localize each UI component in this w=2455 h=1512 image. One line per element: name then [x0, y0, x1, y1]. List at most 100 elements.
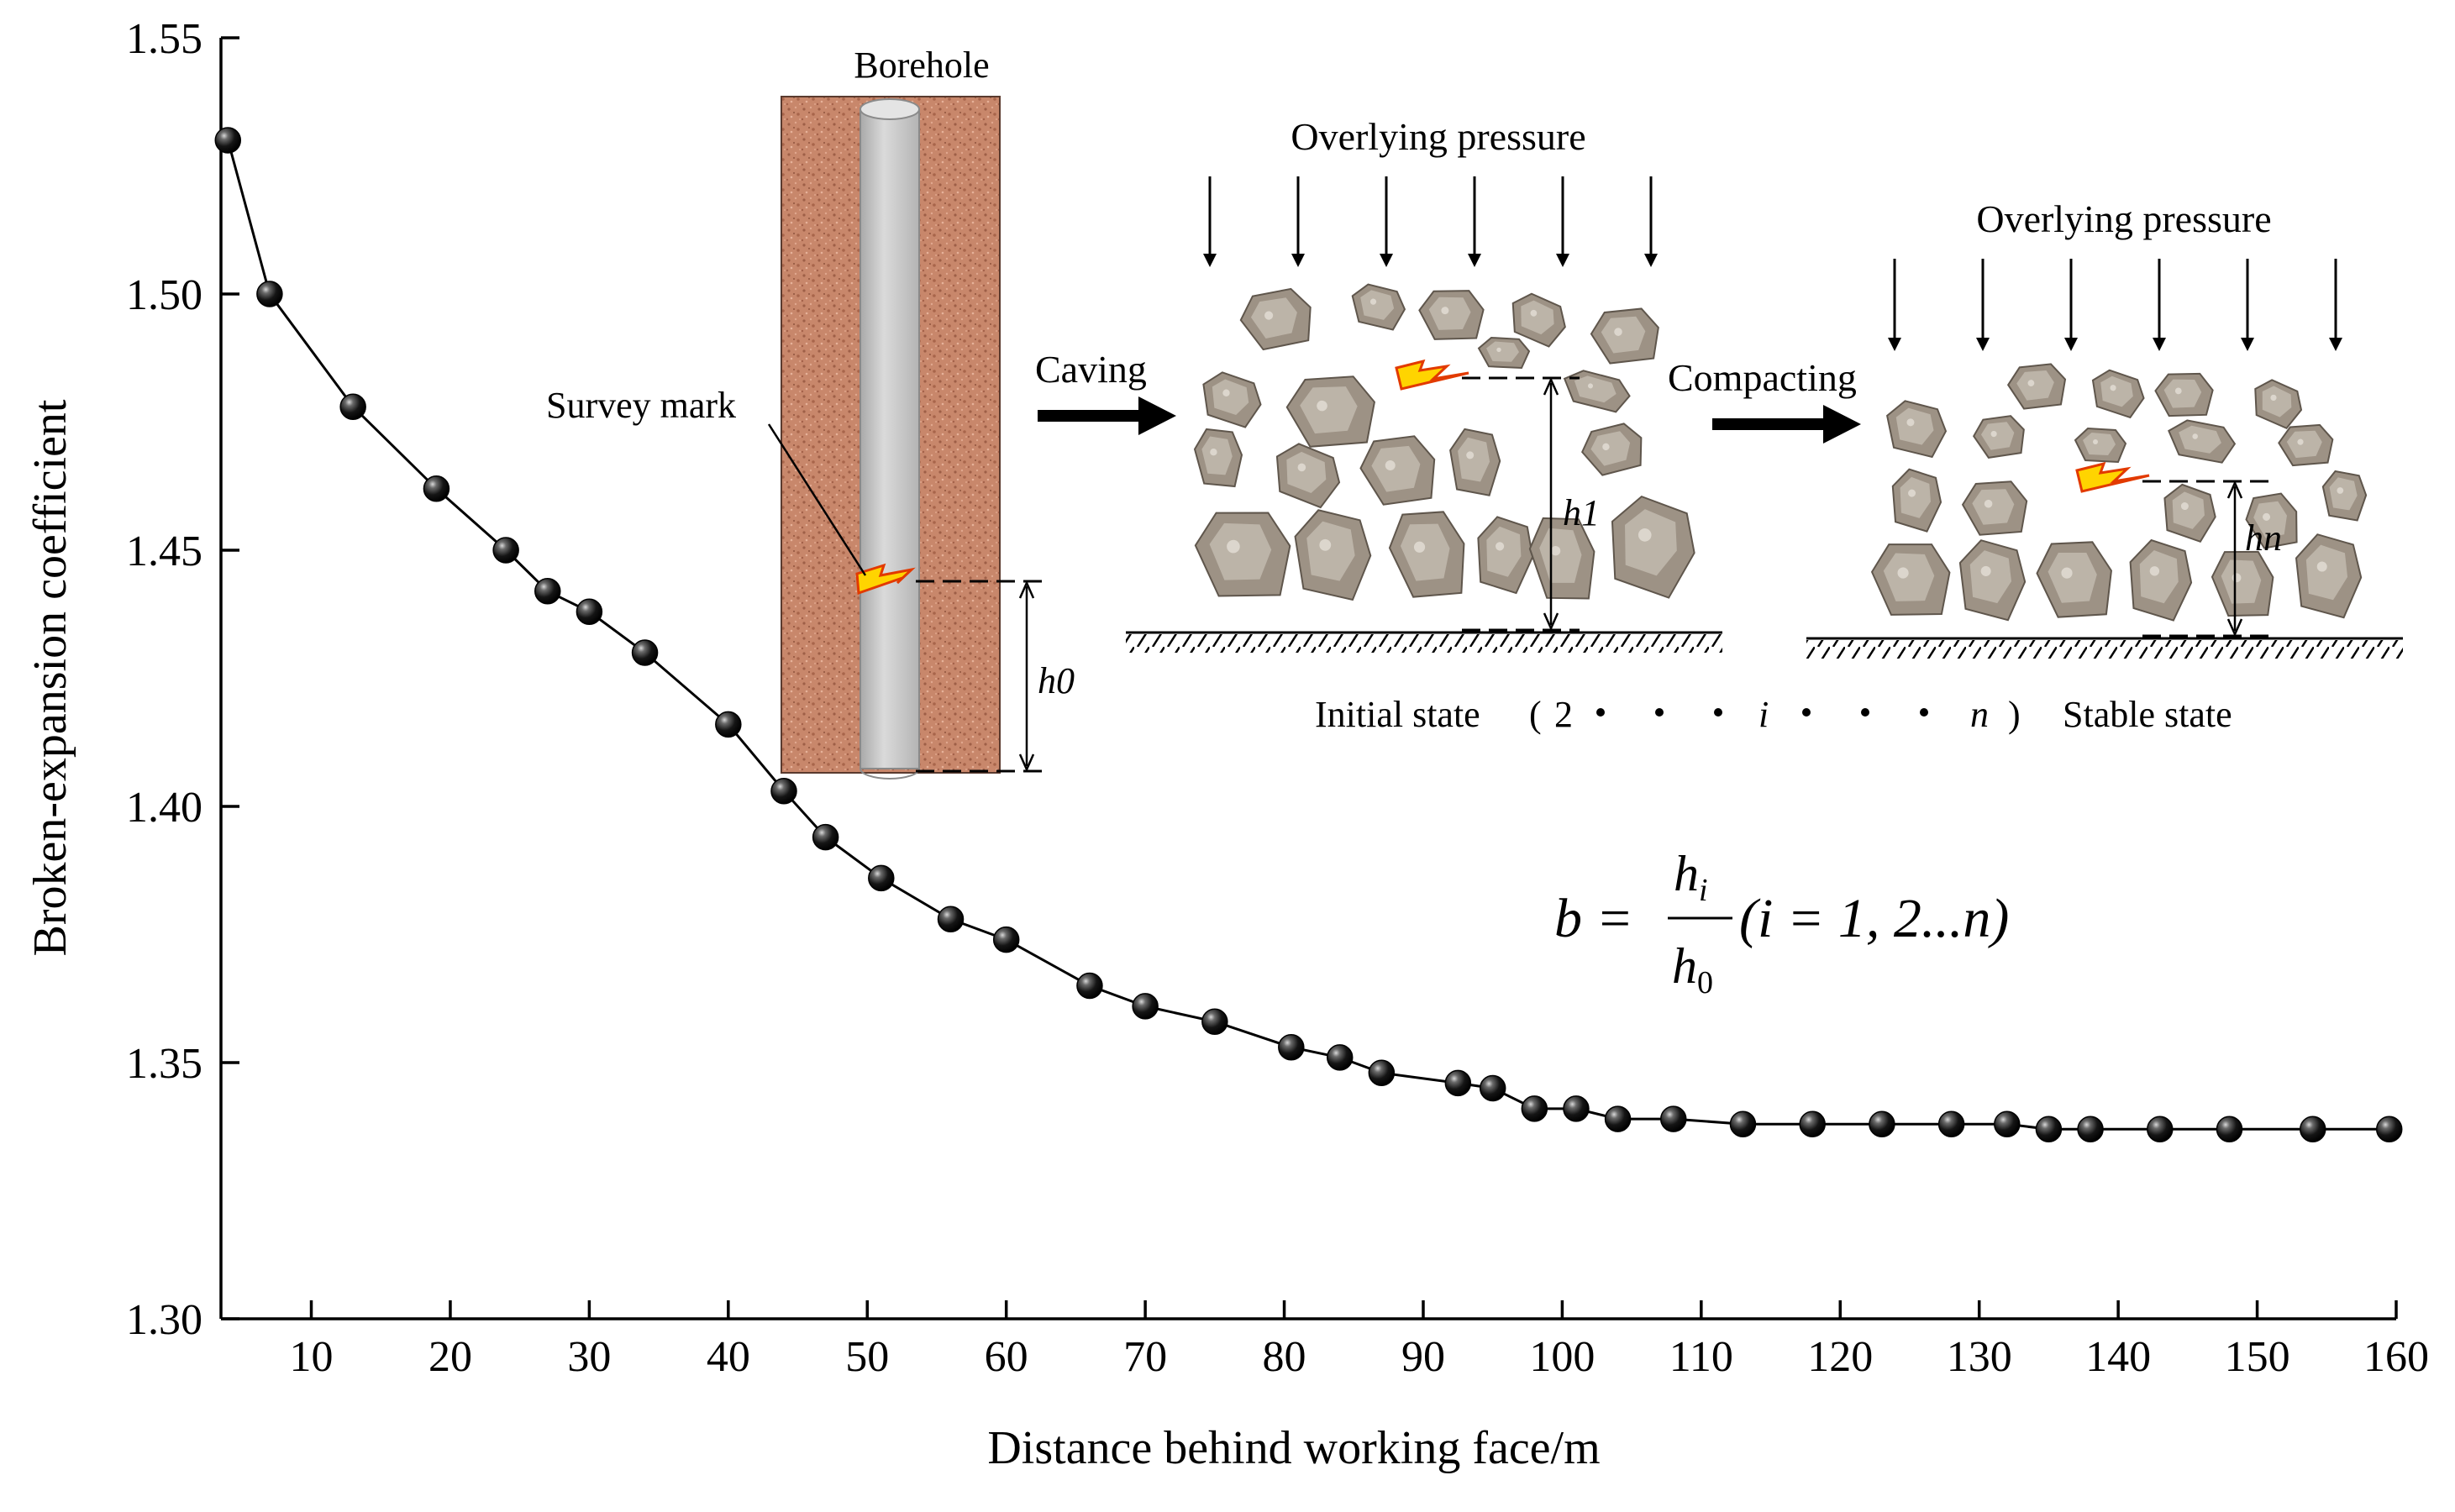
pressure-arrow-head	[1976, 338, 1990, 351]
rock-block	[1870, 543, 1951, 616]
pressure-arrow-head	[1644, 254, 1658, 267]
rock-block	[2006, 363, 2067, 410]
data-point	[1869, 1110, 1895, 1137]
ground-hatch-2	[1806, 640, 2403, 659]
rock-block	[1563, 370, 1631, 413]
rock-block	[2254, 379, 2303, 429]
data-point	[1132, 993, 1159, 1020]
data-point	[1278, 1033, 1305, 1061]
pressure-arrow-head	[1468, 254, 1481, 267]
data-point	[1521, 1095, 1548, 1122]
data-point	[1799, 1110, 1826, 1137]
data-point	[2147, 1116, 2174, 1143]
data-point	[1076, 972, 1103, 1000]
pressure-arrow-head	[2153, 338, 2166, 351]
rock-block	[2278, 423, 2334, 467]
series-layer	[214, 127, 2403, 1143]
rock-block	[1202, 371, 1262, 428]
x-tick-label: 110	[1669, 1333, 1733, 1381]
pressure-arrow-head	[1291, 254, 1305, 267]
rock-block	[2168, 419, 2237, 464]
data-point	[214, 127, 242, 154]
borehole-label: Borehole	[854, 45, 989, 86]
data-point	[631, 639, 659, 666]
formula: b = hi h0 (i = 1, 2...n)	[1554, 846, 2009, 1000]
rock-block	[1477, 516, 1534, 595]
rubble-stable	[1870, 363, 2368, 622]
rock-block	[2074, 427, 2127, 464]
data-point	[1994, 1110, 2021, 1137]
stable-state-label: Stable state	[2063, 694, 2232, 735]
data-point	[715, 711, 742, 738]
pressure-arrow-head	[2329, 338, 2342, 351]
pressure-arrow-head	[1203, 254, 1217, 267]
rock-block	[1972, 415, 2025, 459]
rock-block	[1958, 539, 2027, 622]
data-point	[423, 475, 450, 502]
h1-arrow-up	[1543, 376, 1559, 396]
formula-rhs: (i = 1, 2...n)	[1739, 888, 2009, 949]
data-point	[534, 578, 561, 605]
pressure-label-1: Overlying pressure	[1291, 115, 1585, 158]
y-axis-label: Broken-expansion coefficient	[24, 399, 76, 956]
rock-block	[1611, 495, 1695, 599]
pressure-arrow-head	[1380, 254, 1393, 267]
data-point	[868, 864, 895, 892]
data-point	[937, 906, 965, 932]
sequence-n: n	[1970, 694, 1989, 735]
pressure-arrow-head	[2241, 338, 2254, 351]
ground-hatch-1	[1126, 634, 1722, 653]
rock-block	[1359, 435, 1436, 506]
initial-state-label: Initial state	[1315, 694, 1480, 735]
x-tick-label: 60	[985, 1333, 1028, 1381]
survey-mark-label: Survey mark	[546, 385, 736, 426]
survey-mark-icon	[855, 563, 916, 596]
borehole-shaft	[860, 108, 920, 769]
rock-block	[2295, 533, 2363, 619]
sequence-2: 2	[1554, 694, 1573, 735]
rock-block	[1961, 480, 2028, 536]
formula-denominator: h0	[1672, 938, 1713, 1000]
compacting-label: Compacting	[1668, 356, 1857, 399]
sequence-dot	[1861, 708, 1869, 717]
rock-block	[1418, 290, 1485, 340]
data-point	[576, 598, 603, 625]
data-point	[770, 777, 797, 805]
formula-lhs: b =	[1554, 888, 1633, 949]
x-tick-label: 130	[1947, 1333, 2012, 1381]
data-point	[2216, 1116, 2243, 1143]
x-tick-label: 40	[707, 1333, 750, 1381]
rock-block	[2211, 550, 2274, 617]
rock-block	[1388, 511, 1465, 598]
inset-diagram: Borehole Survey mark h0 Caving Overlying…	[546, 45, 2403, 1000]
data-point	[256, 281, 283, 307]
axes: 1.30 1.35 1.40 1.45 1.50 1.55 10 20 30 40 50 60 70 8…	[126, 15, 2429, 1381]
rock-block	[1891, 468, 1942, 533]
data-point	[1479, 1074, 1506, 1102]
sequence-open: (	[1529, 694, 1542, 735]
rock-block	[1351, 283, 1406, 331]
data-point	[1937, 1110, 1965, 1137]
data-point	[1444, 1069, 1472, 1097]
rock-block	[2154, 372, 2214, 417]
pressure-arrow-head	[1556, 254, 1569, 267]
x-tick-label: 30	[567, 1333, 611, 1381]
y-tick-label: 1.35	[126, 1040, 202, 1088]
hn-arrow-up	[2226, 480, 2243, 499]
data-point	[1201, 1008, 1228, 1035]
rock-block	[1449, 428, 1501, 496]
x-tick-label: 90	[1401, 1333, 1445, 1381]
data-point	[1563, 1095, 1590, 1122]
sequence-dot	[1714, 708, 1722, 717]
data-point	[1368, 1059, 1396, 1086]
rock-block	[1511, 292, 1566, 348]
x-tick-label: 10	[290, 1333, 334, 1381]
data-point	[1729, 1110, 1757, 1137]
h1-arrow-down	[1543, 612, 1559, 632]
rock-block	[1477, 336, 1531, 370]
rock-block	[1193, 428, 1243, 488]
rock-block	[2245, 492, 2298, 549]
rock-block	[1886, 400, 1948, 459]
pressure-label-2: Overlying pressure	[1976, 197, 2271, 240]
